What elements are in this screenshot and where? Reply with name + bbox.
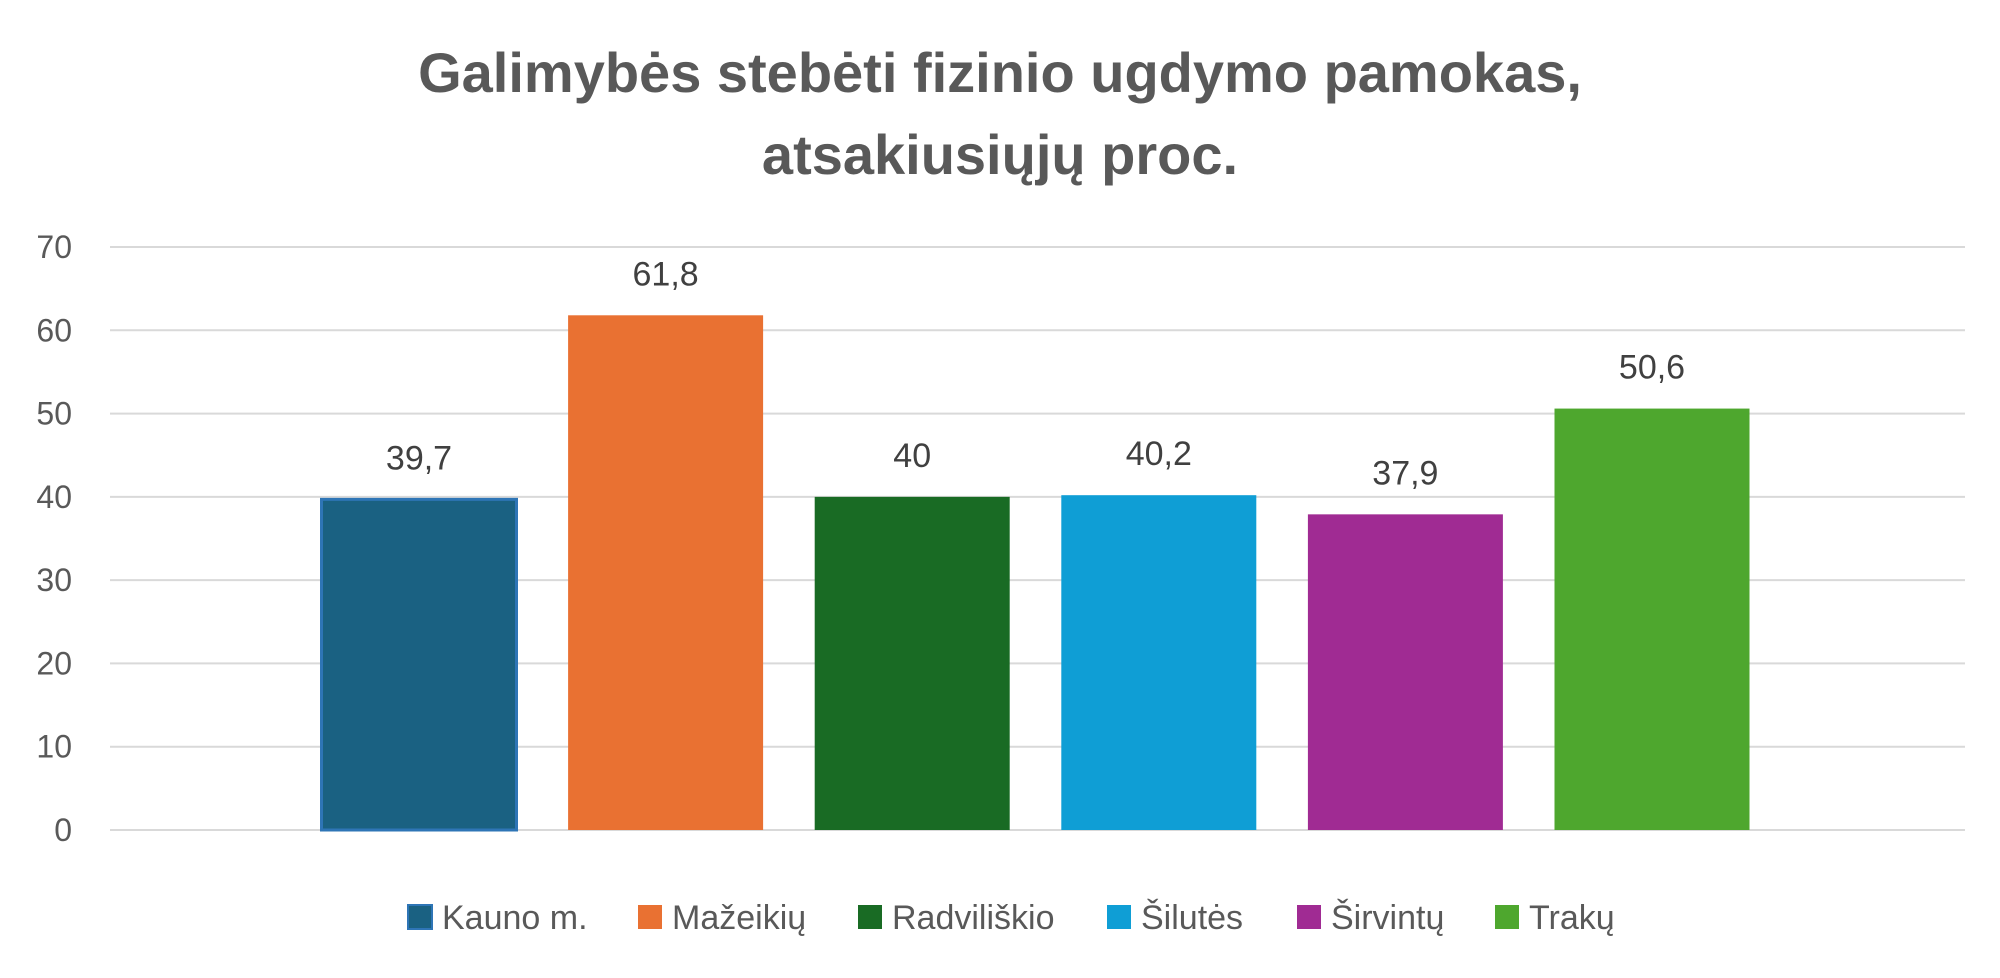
- legend-label: Šilutės: [1141, 899, 1243, 937]
- y-axis-tick-labels: 0 10 20 30 40 50 60 70: [36, 229, 72, 848]
- legend-label: Širvintų: [1331, 899, 1444, 937]
- bar: [1061, 495, 1257, 830]
- y-tick-label: 20: [36, 645, 72, 681]
- y-tick-label: 60: [36, 312, 72, 348]
- bar: [320, 497, 518, 832]
- y-tick-label: 10: [36, 729, 72, 765]
- chart-title-line-1: Galimybės stebėti fizinio ugdymo pamokas…: [418, 41, 1582, 104]
- y-tick-label: 70: [36, 229, 72, 265]
- bars: [320, 315, 1750, 832]
- data-label: 40: [893, 437, 931, 475]
- bar: [814, 496, 1010, 830]
- legend-swatch: [1495, 905, 1519, 929]
- data-labels: 39,7 61,8 40 40,2 37,9 50,6: [386, 255, 1685, 492]
- data-label: 61,8: [633, 255, 699, 293]
- legend-swatch: [407, 904, 433, 930]
- legend-label: Trakų: [1529, 899, 1615, 937]
- y-tick-label: 0: [54, 812, 72, 848]
- legend: Kauno m. Mažeikių Radviliškio Šilutės Širvin…: [407, 899, 1615, 937]
- data-label: 50,6: [1619, 349, 1685, 387]
- data-label: 40,2: [1126, 435, 1192, 473]
- legend-label: Kauno m.: [442, 899, 588, 937]
- bar: [1307, 514, 1503, 830]
- bar: [1554, 408, 1750, 830]
- legend-swatch: [858, 905, 882, 929]
- y-tick-label: 40: [36, 479, 72, 515]
- bar: [568, 315, 764, 830]
- legend-swatch: [1297, 905, 1321, 929]
- y-tick-label: 30: [36, 562, 72, 598]
- y-tick-label: 50: [36, 396, 72, 432]
- data-label: 37,9: [1372, 454, 1438, 492]
- chart-title-line-2: atsakiusiųjų proc.: [761, 123, 1239, 186]
- legend-label: Radviliškio: [892, 899, 1055, 937]
- legend-swatch: [1107, 905, 1131, 929]
- legend-label: Mažeikių: [672, 899, 806, 937]
- legend-swatch: [638, 905, 662, 929]
- data-label: 39,7: [386, 439, 452, 477]
